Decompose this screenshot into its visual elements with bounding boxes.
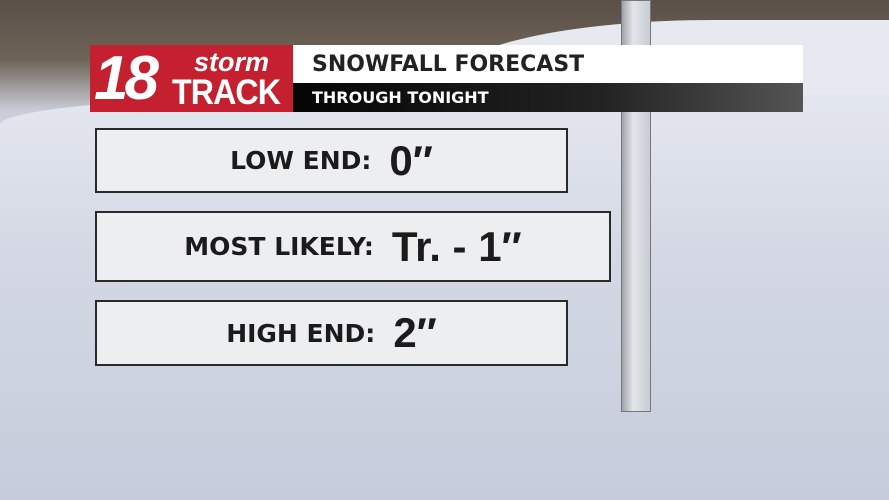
low-end-value: 0″ bbox=[389, 136, 433, 184]
station-logo: 18 storm TRACK bbox=[90, 45, 293, 112]
low-end-label: LOW END: bbox=[230, 146, 372, 175]
logo-track: TRACK bbox=[172, 73, 281, 112]
low-end-box: LOW END: 0″ bbox=[95, 128, 568, 193]
high-end-value: 2″ bbox=[393, 309, 437, 356]
graphic-subtitle: THROUGH TONIGHT bbox=[293, 83, 803, 112]
logo-storm: storm bbox=[194, 47, 270, 77]
logo-number: 18 bbox=[94, 44, 159, 113]
high-end-label: HIGH END: bbox=[226, 318, 376, 348]
most-likely-box: MOST LIKELY: Tr. - 1″ bbox=[95, 211, 611, 282]
most-likely-value: Tr. - 1″ bbox=[391, 222, 522, 270]
graphic-title: SNOWFALL FORECAST bbox=[293, 45, 803, 83]
most-likely-label: MOST LIKELY: bbox=[184, 232, 374, 261]
high-end-box: HIGH END: 2″ bbox=[95, 300, 568, 366]
